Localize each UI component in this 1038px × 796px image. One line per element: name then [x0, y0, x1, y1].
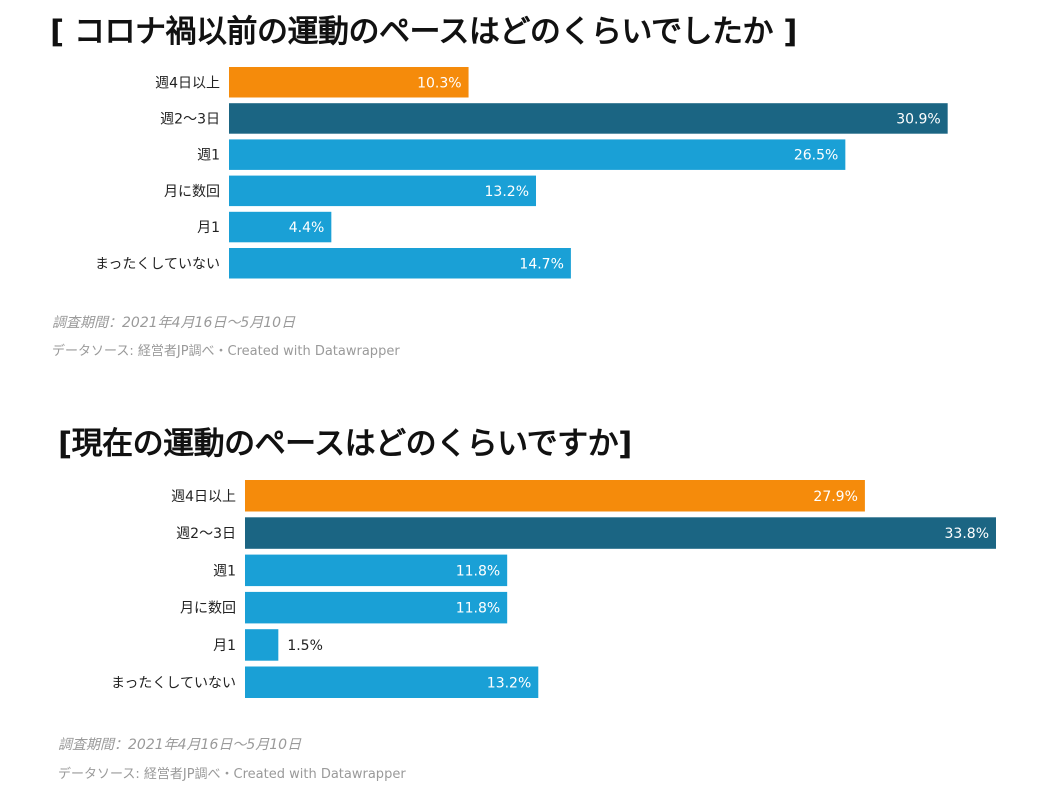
category-label: 月1 — [197, 220, 220, 236]
data-source-note: データソース: 経営者JP調べ・Created with Datawrapper — [58, 767, 406, 782]
bar — [229, 175, 537, 207]
bar-row: 週2〜3日 30.9% — [160, 103, 948, 134]
value-label: 11.8% — [456, 563, 500, 579]
value-label: 27.9% — [813, 489, 857, 505]
bar-row: 月1 4.4% — [197, 211, 332, 243]
value-label: 13.2% — [487, 675, 531, 691]
category-label: まったくしていない — [111, 675, 236, 691]
category-label: 月に数回 — [164, 184, 220, 200]
bar-row: 月に数回 13.2% — [164, 175, 537, 207]
category-label: 週2〜3日 — [160, 111, 220, 127]
category-label: 週4日以上 — [155, 75, 220, 91]
value-label: 4.4% — [289, 220, 325, 236]
value-label: 33.8% — [945, 526, 989, 542]
value-label: 10.3% — [417, 75, 461, 91]
value-label: 1.5% — [287, 638, 323, 654]
bar-row: 週1 26.5% — [197, 139, 846, 170]
survey-period-note: 調査期間：2021年4月16日〜5月10日 — [58, 737, 302, 753]
category-label: 月に数回 — [180, 601, 236, 617]
bar-row: 月に数回 11.8% — [180, 591, 508, 624]
bar — [245, 554, 508, 587]
category-label: まったくしていない — [95, 256, 220, 272]
bar-row: まったくしていない 13.2% — [111, 666, 539, 698]
bar — [229, 211, 332, 243]
bar — [245, 517, 996, 549]
value-label: 14.7% — [519, 256, 563, 272]
bar-row: 週2〜3日 33.8% — [176, 517, 996, 549]
bar-row: まったくしていない 14.7% — [95, 248, 571, 279]
bar — [229, 103, 948, 134]
bar-row: 週1 11.8% — [213, 554, 508, 587]
category-label: 週1 — [213, 563, 236, 579]
bar — [245, 629, 279, 661]
bar — [245, 666, 539, 698]
bar — [229, 67, 469, 98]
category-label: 月1 — [213, 638, 236, 654]
data-source-note: データソース: 経営者JP調べ・Created with Datawrapper — [52, 344, 400, 359]
bar-chart-before-covid: 週4日以上 10.3% 週2〜3日 30.9% 週1 26.5% 月に数回 13.2% 月1 4.… — [95, 67, 948, 279]
value-label: 30.9% — [896, 111, 940, 127]
chart-title: [ コロナ禍以前の運動のペースはどのくらいでしたか ] — [50, 14, 797, 50]
value-label: 13.2% — [485, 184, 529, 200]
category-label: 週1 — [197, 148, 220, 164]
category-label: 週4日以上 — [171, 489, 236, 505]
chart-title: [現在の運動のペースはどのくらいですか] — [58, 426, 632, 462]
chart-panel-before-covid: [ コロナ禍以前の運動のペースはどのくらいでしたか ] 週4日以上 10.3% 週2… — [0, 0, 1038, 380]
bar — [229, 139, 846, 170]
value-label: 11.8% — [456, 601, 500, 617]
bar — [245, 480, 865, 512]
bar-row: 週4日以上 10.3% — [155, 67, 469, 98]
bar — [229, 248, 571, 279]
bar-row: 月1 1.5% — [213, 629, 323, 661]
bar-chart-current: 週4日以上 27.9% 週2〜3日 33.8% 週1 11.8% 月に数回 11.8% 月1 1.… — [111, 480, 996, 698]
bar-row: 週4日以上 27.9% — [171, 480, 865, 512]
value-label: 26.5% — [794, 148, 838, 164]
category-label: 週2〜3日 — [176, 526, 236, 542]
survey-period-note: 調査期間：2021年4月16日〜5月10日 — [52, 315, 296, 331]
bar — [245, 591, 508, 624]
